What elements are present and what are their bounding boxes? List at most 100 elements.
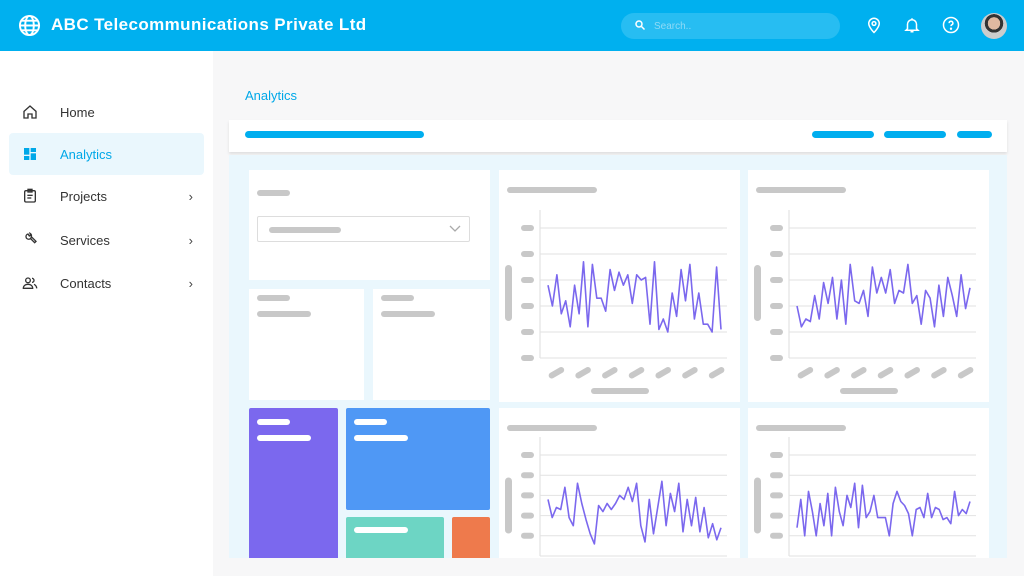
chevron-down-icon [449,225,461,232]
x-tick-label-placeholder [708,367,725,379]
people-icon [22,277,38,289]
x-tick-label-placeholder [824,367,840,379]
dashboard-icon [24,148,36,160]
y-tick-label-placeholder [521,303,534,309]
value-placeholder [354,435,408,441]
sidebar-item-home[interactable]: Home [9,91,204,133]
toolbar [229,120,1007,152]
y-tick-label-placeholder [521,532,534,539]
clipboard-icon [24,188,36,203]
y-tick-label-placeholder [770,512,783,519]
label-placeholder [354,419,387,425]
series-line [796,263,971,328]
chart-title-placeholder [756,187,846,193]
dashboard-panel [229,155,1007,558]
value-placeholder [381,311,435,317]
sidebar-item-services[interactable]: Services › [9,219,204,261]
y-tick-label-placeholder [770,532,783,539]
search-input[interactable] [654,17,824,35]
chevron-right-icon: › [188,232,193,248]
toolbar-action-1[interactable] [812,131,874,138]
chart-title-placeholder [756,425,846,431]
x-axis-label-placeholder [840,388,898,394]
user-avatar[interactable] [981,13,1007,39]
chart-title-placeholder [507,425,597,431]
series-line [796,482,971,537]
home-icon [23,105,37,119]
y-tick-label-placeholder [770,452,783,458]
toolbar-action-2[interactable] [884,131,946,138]
sidebar-item-label: Services [60,232,110,248]
y-tick-label-placeholder [521,277,534,283]
y-tick-label-placeholder [521,492,534,499]
label-placeholder [381,295,414,301]
y-tick-label-placeholder [521,452,534,458]
location-icon[interactable] [865,16,883,34]
bell-icon[interactable] [903,16,921,34]
y-tick-label-placeholder [521,355,534,361]
value-placeholder [257,311,311,317]
search-icon [635,20,646,31]
x-tick-label-placeholder [797,367,814,379]
label-placeholder [257,295,290,301]
stat-card-2 [373,289,490,400]
chevron-right-icon: › [188,275,193,291]
y-tick-label-placeholder [770,329,783,335]
sidebar-item-label: Contacts [60,275,112,291]
y-tick-label-placeholder [770,225,783,231]
line-chart-card-1 [499,170,740,402]
help-icon[interactable] [942,16,960,34]
search-box[interactable] [621,13,840,39]
x-tick-label-placeholder [548,367,565,379]
app-header: ABC Telecommunications Private Ltd [0,0,1024,51]
toolbar-action-3[interactable] [957,131,992,138]
series-line [547,480,722,545]
y-axis-label-placeholder [754,477,761,534]
sidebar-item-label: Home [60,104,95,120]
x-tick-label-placeholder [877,367,894,379]
x-tick-label-placeholder [655,367,671,379]
sidebar-item-analytics[interactable]: Analytics [9,133,204,175]
y-tick-label-placeholder [770,277,783,283]
line-chart [754,425,976,557]
tile-teal[interactable] [346,517,444,558]
filter-dropdown[interactable] [257,216,470,242]
chart-title-placeholder [507,187,597,193]
x-tick-label-placeholder [931,367,947,379]
x-tick-label-placeholder [628,367,645,379]
chevron-right-icon: › [188,188,193,204]
y-tick-label-placeholder [770,492,783,499]
wrench-icon [25,232,37,244]
x-tick-label-placeholder [904,367,920,379]
app-title: ABC Telecommunications Private Ltd [51,15,367,34]
y-axis-label-placeholder [505,265,512,321]
y-tick-label-placeholder [770,303,783,309]
sidebar: Home Analytics Projects › Services › Con… [0,51,213,576]
y-tick-label-placeholder [521,512,534,519]
filter-card [249,170,490,280]
toolbar-title-placeholder [245,131,424,138]
label-placeholder [257,190,290,196]
line-chart-card-3 [499,408,740,558]
x-tick-label-placeholder [957,367,974,379]
label-placeholder [257,419,290,425]
label-placeholder [354,527,408,533]
x-axis-label-placeholder [591,388,649,394]
sidebar-item-label: Projects [60,188,107,204]
tile-blue[interactable] [346,408,490,510]
line-chart [754,187,976,394]
y-axis-label-placeholder [505,477,512,534]
stat-card-1 [249,289,364,400]
line-chart [505,425,727,557]
globe-icon [18,14,41,37]
y-tick-label-placeholder [521,251,534,257]
sidebar-item-projects[interactable]: Projects › [9,175,204,217]
y-axis-label-placeholder [754,265,761,321]
sidebar-item-contacts[interactable]: Contacts › [9,262,204,304]
tile-purple[interactable] [249,408,338,558]
y-tick-label-placeholder [770,355,783,361]
tile-orange[interactable] [452,517,490,558]
y-tick-label-placeholder [521,329,534,335]
y-tick-label-placeholder [521,472,534,479]
x-tick-label-placeholder [602,367,618,379]
